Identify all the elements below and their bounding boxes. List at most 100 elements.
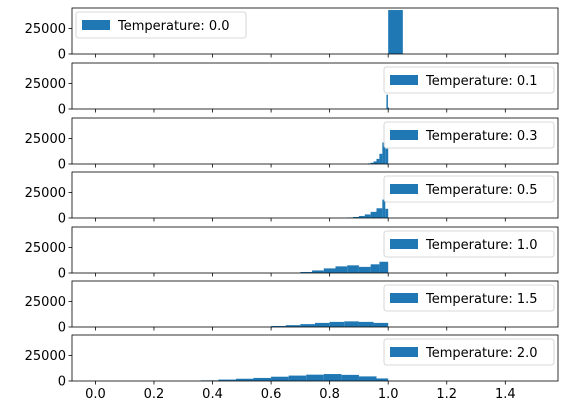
histogram-bar [376,158,380,164]
x-tick-label: 1.0 [378,387,399,402]
legend-swatch [390,130,418,140]
histogram-bar [253,377,272,381]
histogram-bar [358,266,371,273]
histogram-bar [373,322,389,327]
histogram-bar [388,10,403,54]
y-tick-label: 25000 [25,77,66,92]
histogram-bar [376,378,389,381]
legend-label: Temperature: 2.0 [425,346,538,361]
legend: Temperature: 0.3 [383,121,555,149]
y-tick-label: 0 [58,212,66,227]
legend-box [75,11,247,39]
x-tick-label: 0.2 [144,387,165,402]
histogram-bar [385,208,389,218]
histogram-bar [312,270,324,273]
legend-box [383,338,555,366]
histogram-bar [370,211,377,218]
histogram-bar [344,321,359,327]
histogram-bar [315,322,330,327]
legend-box [383,284,555,312]
axes-frame [71,226,559,274]
histogram-bar [364,214,371,218]
histogram-bar [379,153,383,164]
histogram-bar [285,325,301,327]
legend-swatch [390,184,418,194]
x-tick-label: 1.2 [436,387,457,402]
legend-box [383,230,555,258]
legend-box [383,121,555,149]
y-tick-label: 0 [58,267,66,282]
y-tick-label: 0 [58,103,66,118]
histogram-bar [379,261,389,273]
y-tick-label: 25000 [25,22,66,37]
histogram-bar [353,216,359,218]
histogram-bar [376,208,383,218]
y-tick-label: 25000 [25,295,66,310]
histogram-bar [288,375,307,381]
x-tick-label: 0.6 [261,387,282,402]
histogram-bar [382,199,386,218]
histogram-bar [300,324,315,327]
subplot-5: 0 25000 Temperature: 1.0 [25,226,559,282]
histogram-bar [370,162,374,164]
legend-label: Temperature: 0.3 [425,129,538,144]
axes-frame [71,117,559,165]
legend-label: Temperature: 0.0 [117,19,230,34]
histogram-bar [341,374,359,381]
axes-frame [71,171,559,219]
legend-swatch [390,239,418,249]
y-tick-label: 25000 [25,132,66,147]
histogram-bar [386,94,388,109]
histogram-bar [323,268,336,273]
legend: Temperature: 0.0 [75,11,247,39]
histogram-bar [370,264,380,273]
x-tick-label: 0.0 [85,387,106,402]
legend-swatch [390,75,418,85]
x-tick-label: 0.8 [319,387,340,402]
histogram-bar [235,378,254,381]
y-tick-label: 25000 [25,186,66,201]
histogram-bar [385,148,389,164]
legend-swatch [390,293,418,303]
x-tick-label: 1.4 [495,387,516,402]
histogram-bar [335,266,348,273]
legend-box [383,175,555,203]
histogram-bar [329,321,345,327]
y-tick-label: 25000 [25,349,66,364]
subplot-7: 0 25000 0.0 0.2 0.4 0.6 0.8 1.0 1.2 1.4 Temperatur… [25,334,559,402]
axes-frame [71,62,559,110]
histogram-bar [306,374,324,381]
subplot-4: 0 25000 Temperature: 0.5 [25,171,559,227]
axes-frame [71,280,559,328]
legend-label: Temperature: 1.0 [425,238,538,253]
histogram-bar [382,142,386,164]
subplot-6: 0 25000 Temperature: 1.5 [25,280,559,336]
legend-label: Temperature: 0.5 [425,183,538,198]
y-tick-label: 0 [58,375,66,390]
legend: Temperature: 2.0 [383,338,555,366]
legend-box [383,66,555,94]
histogram-bar [218,379,236,381]
axes-frame [71,7,559,55]
y-tick-label: 0 [58,158,66,173]
legend: Temperature: 0.1 [383,66,555,94]
histogram-bar [347,265,359,273]
histogram-bar [358,321,374,327]
subplot-3: 0 25000 Temperature: 0.3 [25,117,559,173]
legend-label: Temperature: 1.5 [425,292,538,307]
legend-label: Temperature: 0.1 [425,74,538,89]
y-tick-label: 0 [58,321,66,336]
axes-frame [71,334,559,382]
histogram-bar [358,376,377,381]
legend: Temperature: 1.0 [383,230,555,258]
legend-swatch [390,347,418,357]
subplot-2: 0 25000 Temperature: 0.1 [25,62,559,118]
subplot-1: 0 25000 Temperature: 0.0 [25,7,559,63]
histogram-bar [373,161,377,164]
histogram-bar [271,325,286,327]
histogram-bar [271,376,289,381]
histogram-bar [387,107,389,109]
x-tick-label: 0.4 [202,387,223,402]
histogram-bar [358,215,365,218]
